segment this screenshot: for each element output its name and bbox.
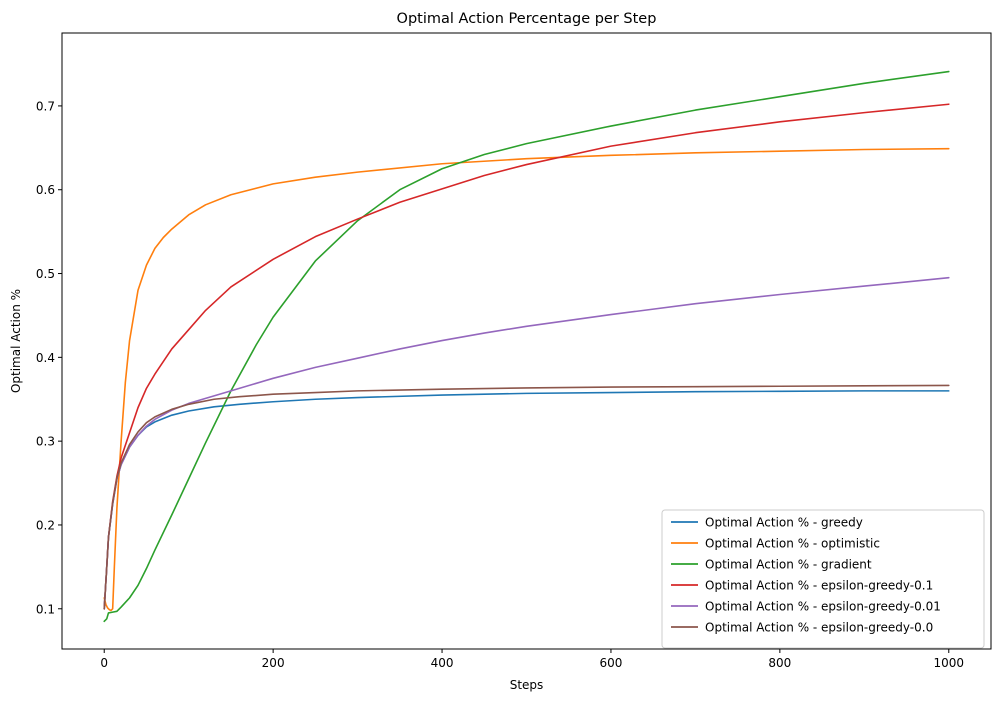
x-axis: 0 200 400 600 800 1000 xyxy=(100,649,964,670)
legend-label-3: Optimal Action % - epsilon-greedy-0.1 xyxy=(705,579,933,593)
x-axis-title: Steps xyxy=(510,678,544,692)
series-line-1 xyxy=(103,147,950,612)
series-layer xyxy=(103,70,950,623)
x-tick-label: 600 xyxy=(600,656,623,670)
y-tick-label: 0.7 xyxy=(36,99,55,113)
x-tick-label: 400 xyxy=(431,656,454,670)
legend-box xyxy=(661,509,985,649)
legend-label-2: Optimal Action % - gradient xyxy=(705,558,872,572)
x-tick-label: 1000 xyxy=(933,656,964,670)
x-tick-label: 0 xyxy=(100,656,108,670)
plot-frame xyxy=(61,32,992,650)
series-line-5 xyxy=(103,384,950,610)
x-tick-label: 800 xyxy=(768,656,791,670)
y-axis: 0.1 0.2 0.3 0.4 0.5 0.6 0.7 xyxy=(36,99,62,616)
legend-label-4: Optimal Action % - epsilon-greedy-0.01 xyxy=(705,600,941,614)
y-tick-label: 0.1 xyxy=(36,602,55,616)
legend: Optimal Action % - greedy Optimal Action … xyxy=(661,509,985,649)
legend-label-1: Optimal Action % - optimistic xyxy=(705,537,880,551)
chart-title: Optimal Action Percentage per Step xyxy=(397,11,657,27)
y-axis-title: Optimal Action % xyxy=(9,289,23,393)
y-tick-label: 0.5 xyxy=(36,267,55,281)
y-tick-label: 0.4 xyxy=(36,351,55,365)
legend-label-0: Optimal Action % - greedy xyxy=(705,516,863,530)
y-tick-label: 0.6 xyxy=(36,183,55,197)
x-tick-label: 200 xyxy=(262,656,285,670)
legend-label-5: Optimal Action % - epsilon-greedy-0.0 xyxy=(705,621,933,635)
y-tick-label: 0.2 xyxy=(36,518,55,532)
y-tick-label: 0.3 xyxy=(36,435,55,449)
